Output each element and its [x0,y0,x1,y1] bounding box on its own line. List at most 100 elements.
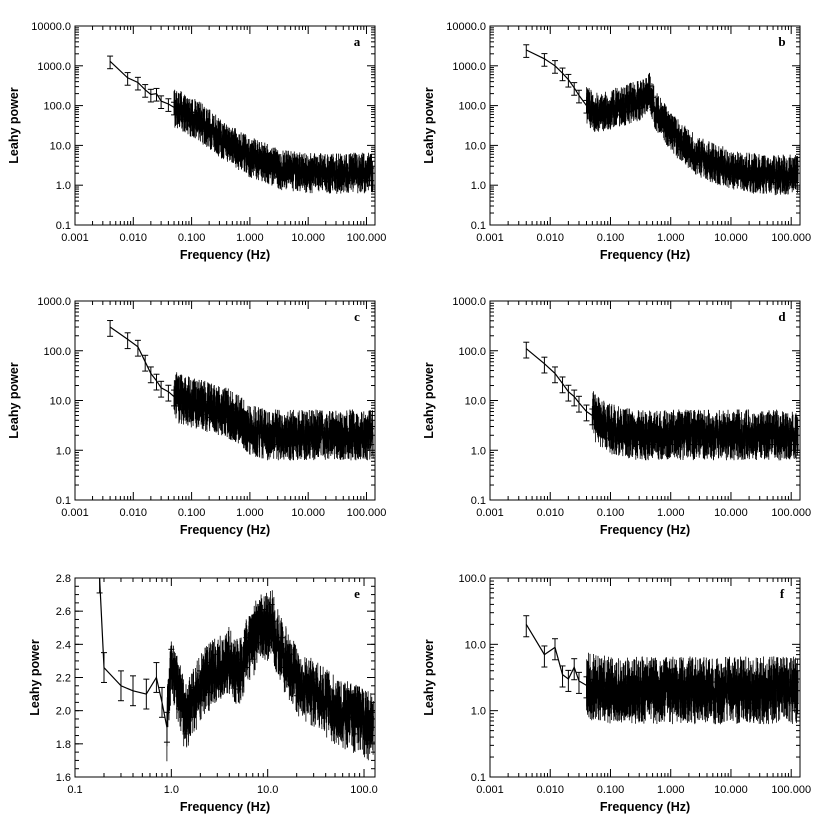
y-tick-label: 10.0 [465,639,486,651]
data-point-b [661,118,668,132]
data-point-b [709,157,716,172]
y-tick-label: 0.1 [471,495,486,507]
series-c [107,320,375,461]
data-point-d [618,425,625,443]
data-point-b [618,101,625,116]
data-point-a [206,123,213,138]
data-point-c [322,428,329,446]
y-axis-title: Leahy power [422,639,436,716]
x-tick-label: 0.100 [178,232,206,244]
y-tick-label: 1.0 [56,180,71,192]
data-point-a [237,145,244,160]
x-tick-label: 10.0 [257,784,278,796]
data-point-e [226,645,233,677]
data-point-e [260,609,267,640]
data-point-e [117,670,124,702]
data-point-b [792,169,799,183]
data-point-b [541,53,548,67]
data-point-d [565,384,572,402]
x-axis-title: Frequency (Hz) [600,523,690,537]
data-point-b [565,73,572,88]
series-f [523,615,799,725]
y-axis-title: Leahy power [422,87,436,164]
data-point-a [158,95,165,110]
y-tick-label: 2.8 [56,573,71,585]
data-point-e [278,637,285,669]
data-point-a [147,88,154,103]
data-point-a [153,87,160,102]
data-point-c [165,384,172,402]
y-axis-title: Leahy power [7,87,21,164]
y-tick-label: 0.1 [56,220,71,232]
data-point-f [685,681,692,704]
data-point-d [571,389,578,407]
data-point-c [305,428,312,446]
panel-label: b [778,34,785,49]
data-point-d [636,428,643,446]
data-point-d [625,427,632,445]
data-point-e [243,637,250,669]
panel-c: 0.001 0.010 0.100 1.000 10.000 100.000 0.1 1.0 1… [7,296,386,537]
data-point-f [770,681,777,704]
y-tick-label: 1.0 [56,445,71,457]
ticks-c [74,300,375,501]
noise-line-c [173,384,374,450]
data-point-c [158,380,165,398]
data-point-a [179,106,186,120]
data-point-c [147,366,154,384]
y-axis-title: Leahy power [28,639,42,716]
data-point-d [575,395,582,413]
data-point-d [607,421,614,439]
panel-d: 0.001 0.010 0.100 1.000 10.000 100.000 0.1 1.0 1… [422,296,811,537]
ticks-d [489,300,800,501]
y-tick-label: 1.8 [56,739,71,751]
data-point-a [134,76,141,91]
x-tick-label: 1.000 [657,784,685,796]
x-tick-label: 100.000 [771,784,811,796]
y-tick-label: 10.0 [50,140,71,152]
x-tick-label: 1.000 [236,507,264,519]
y-tick-label: 0.1 [471,772,486,784]
data-point-e [101,652,108,683]
x-tick-label: 100.000 [771,507,811,519]
data-point-f [618,681,625,704]
data-point-a [142,84,149,98]
data-point-c [153,373,160,391]
data-point-b [646,85,653,100]
data-point-a [305,167,312,182]
data-point-c [134,339,141,357]
data-point-b [654,108,661,123]
y-tick-label: 100.0 [43,346,71,358]
data-point-a [188,111,195,126]
data-point-d [523,341,530,359]
data-point-a [264,157,271,172]
y-tick-label: 1.6 [56,772,71,784]
data-point-d [709,428,716,446]
x-tick-label: 0.100 [597,232,625,244]
y-tick-label: 10.0 [50,396,71,408]
data-point-d [589,408,596,426]
ticks-b [489,25,800,226]
x-tick-label: 0.010 [536,232,564,244]
x-tick-label: 100.000 [347,507,387,519]
data-point-e [190,686,197,718]
data-point-f [625,681,632,704]
y-tick-label: 2.2 [56,673,71,685]
y-tick-label: 10000.0 [446,21,486,33]
panel-a: 0.001 0.010 0.100 1.000 10.000 100.000 0.1 1.0 1… [7,21,386,262]
data-point-b [625,98,632,112]
x-axis-title: Frequency (Hz) [180,248,270,262]
data-point-b [598,107,605,121]
ticks-a [74,25,375,226]
y-tick-label: 100.0 [43,101,71,113]
plot-frame-a [74,25,376,226]
y-tick-label: 1.0 [471,180,486,192]
data-point-a [345,167,352,182]
data-point-e [130,675,137,707]
series-d [523,341,799,461]
y-tick-label: 2.4 [56,639,71,651]
data-point-f [575,671,582,694]
data-point-f [792,681,799,704]
y-tick-label: 1000.0 [452,296,486,308]
x-tick-label: 0.001 [476,232,504,244]
